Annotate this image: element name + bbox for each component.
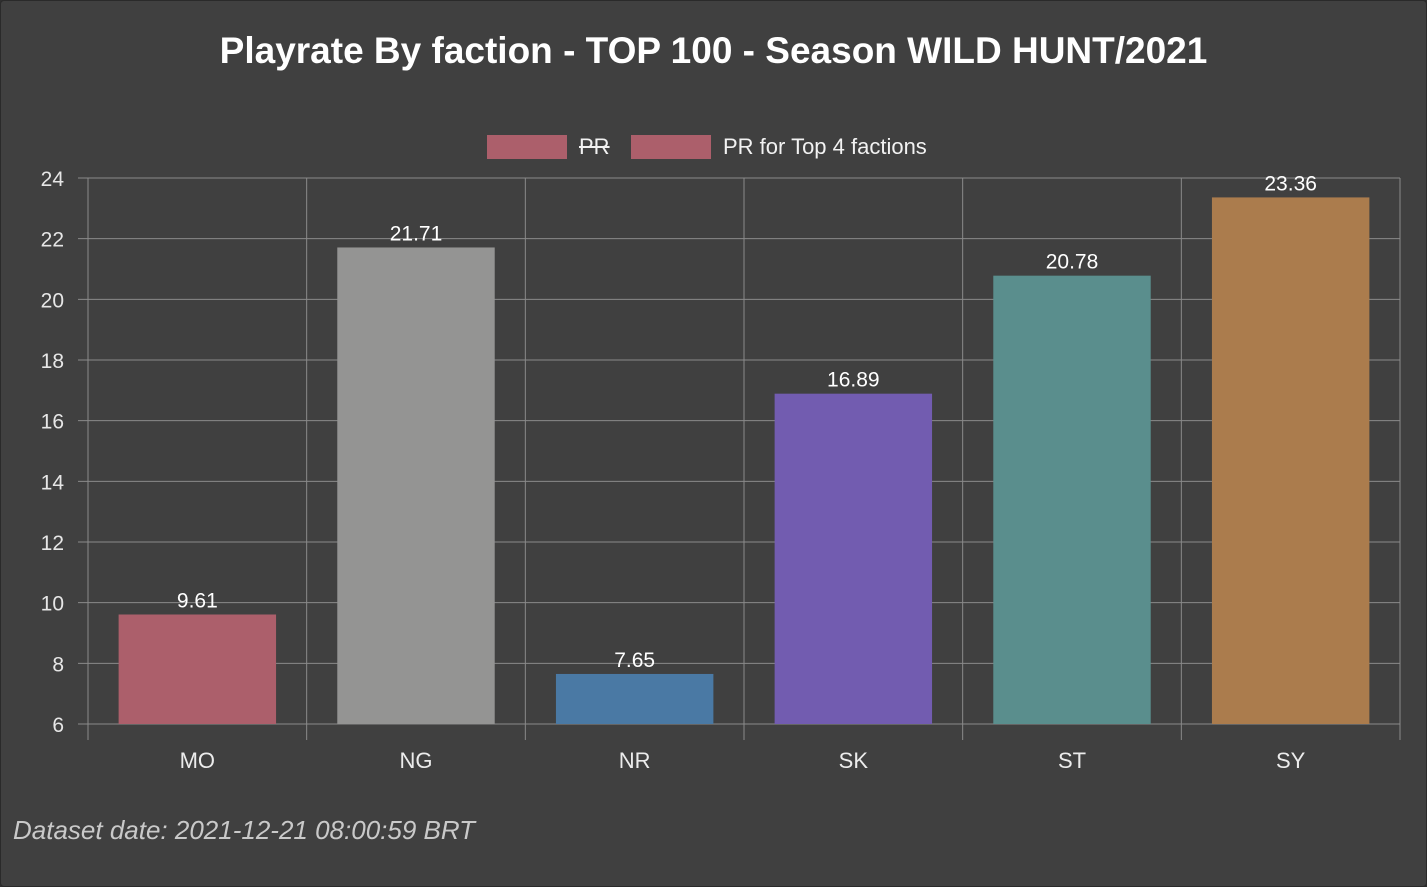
bar-sk [774, 393, 933, 724]
bar-mo [118, 614, 277, 724]
y-tick-label: 24 [41, 168, 65, 191]
chart-title: Playrate By faction - TOP 100 - Season W… [219, 30, 1208, 71]
bar-ng [337, 247, 495, 725]
y-tick-label: 6 [52, 714, 64, 737]
legend-item-pr[interactable]: PR [487, 134, 610, 160]
legend-swatch-pr [487, 135, 567, 159]
legend-label-pr: PR [579, 134, 610, 159]
bar-value-label: 16.89 [827, 369, 880, 392]
x-tick-label: SK [839, 748, 869, 773]
x-tick-label: NR [619, 748, 651, 773]
y-tick-label: 10 [41, 593, 64, 616]
y-tick-label: 14 [41, 471, 65, 494]
x-tick-label: MO [180, 748, 215, 773]
bar-value-label: 9.61 [177, 589, 218, 612]
bar-value-label: 23.36 [1264, 172, 1317, 195]
x-tick-label: NG [400, 748, 433, 773]
bar-nr [555, 673, 714, 724]
legend-item-pr-top4[interactable]: PR for Top 4 factions [631, 134, 927, 160]
y-tick-label: 8 [52, 653, 64, 676]
bar-st [993, 275, 1151, 724]
legend-swatch-pr-top4 [631, 135, 711, 159]
y-tick-label: 16 [41, 411, 64, 434]
y-tick-label: 20 [41, 289, 64, 312]
legend-label-pr-top4: PR for Top 4 factions [723, 134, 927, 159]
bar-value-label: 7.65 [614, 649, 655, 672]
bar-value-label: 20.78 [1046, 251, 1099, 274]
dataset-date: Dataset date: 2021-12-21 08:00:59 BRT [13, 815, 476, 845]
y-tick-label: 22 [41, 229, 64, 252]
x-tick-label: ST [1058, 748, 1086, 773]
bar-value-label: 21.71 [390, 222, 443, 245]
y-tick-label: 18 [41, 350, 64, 373]
bar-sy [1211, 197, 1370, 724]
x-tick-label: SY [1276, 748, 1306, 773]
y-tick-label: 12 [41, 532, 64, 555]
